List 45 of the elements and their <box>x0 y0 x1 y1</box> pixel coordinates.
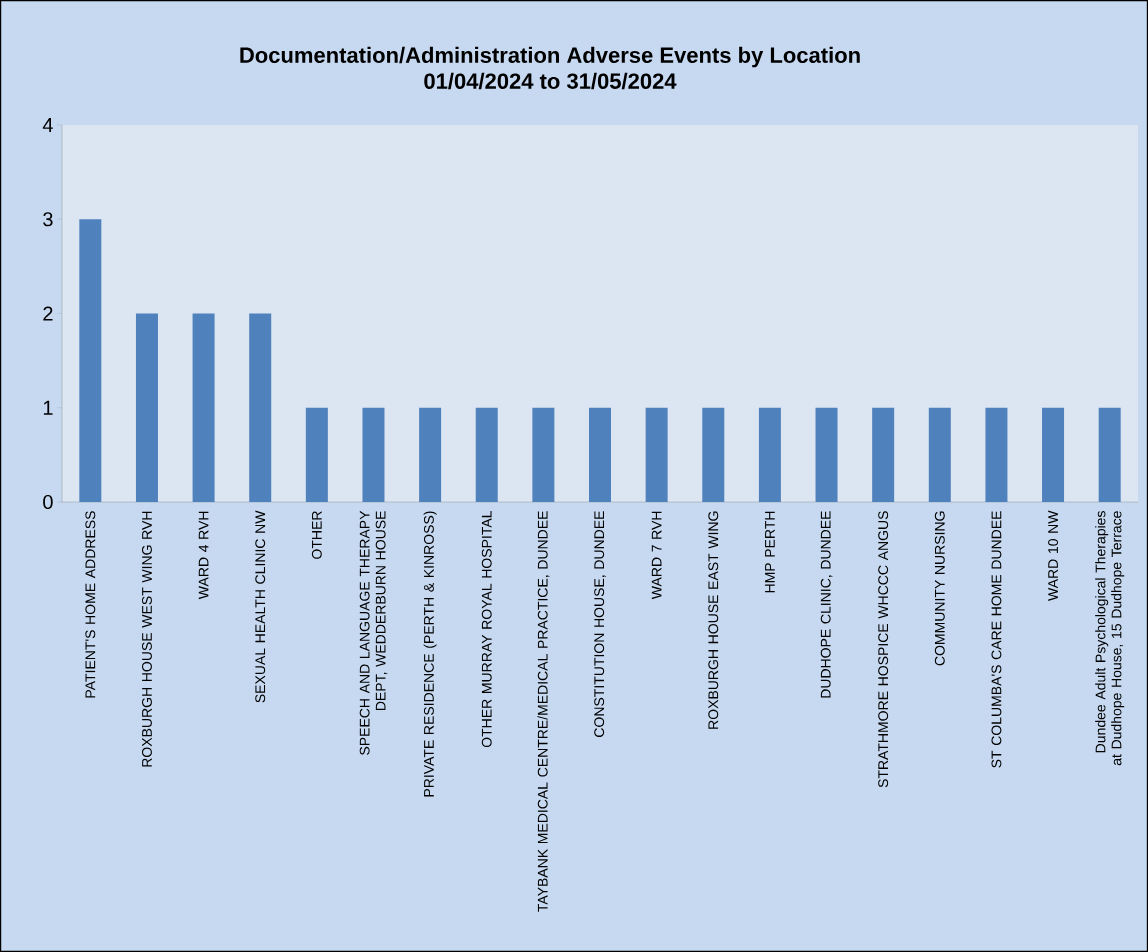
x-tick-label: ROXBURGH HOUSE WEST WING RVH <box>141 511 152 767</box>
bar <box>872 407 895 502</box>
bar <box>815 407 838 502</box>
x-tick-label: ST COLUMBA'S CARE HOME DUNDEE <box>991 511 1002 768</box>
bar <box>702 407 725 502</box>
bar <box>475 407 498 502</box>
x-tick-label: COMMUNITY NURSING <box>934 511 945 666</box>
bar <box>249 313 272 502</box>
bar <box>419 407 442 502</box>
bar <box>135 313 158 502</box>
x-tick-label: WARD 10 NW <box>1048 510 1059 601</box>
x-tick-label: TAYBANK MEDICAL CENTRE/MEDICAL PRACTICE, DUNDEE <box>537 511 550 912</box>
x-tick-label: HMP PERTH <box>765 511 775 593</box>
y-tick-label: 1 <box>43 400 53 415</box>
x-tick-label: SEXUAL HEALTH CLINIC NW <box>255 510 266 703</box>
y-tick-label: 4 <box>42 118 53 132</box>
bar <box>645 407 668 502</box>
y-tick-label: 2 <box>43 306 53 321</box>
x-tick-label: ROXBURGH HOUSE EAST WING <box>708 511 719 729</box>
x-tick-label: WARD 7 RVH <box>651 511 662 600</box>
bar <box>928 407 951 502</box>
x-tick-label: WARD 4 RVH <box>198 511 209 600</box>
x-tick-label: CONSTITUTION HOUSE, DUNDEE <box>594 511 606 737</box>
bar <box>758 407 781 502</box>
bar <box>1042 407 1065 502</box>
bar <box>192 313 215 502</box>
x-tick-label: OTHER MURRAY ROYAL HOSPITAL <box>481 510 492 748</box>
bar <box>589 407 611 502</box>
bar <box>305 407 328 502</box>
x-tick-label: DUDHOPE CLINIC, DUNDEE <box>820 511 833 698</box>
x-tick-label: OTHER <box>311 511 322 559</box>
y-tick-label: 0 <box>43 494 53 510</box>
chart-subtitle: 01/04/2024 to 31/05/2024 <box>424 72 677 90</box>
chart-title: Documentation/Administration Adverse Events by Location <box>240 46 860 68</box>
y-tick-label: 3 <box>43 212 53 227</box>
bar <box>532 407 555 502</box>
bar <box>362 407 385 502</box>
x-tick-label: Dundee Adult Psychological Therapies at Dudhope House, 15 Dudhope Terrace <box>1095 511 1125 766</box>
bar <box>1098 407 1121 502</box>
x-tick-label: PRIVATE RESIDENCE (PERTH & KINROSS) <box>423 511 437 797</box>
x-tick-label: SPEECH AND LANGUAGE THERAPY DEPT, WEDDERBURN HOUSE <box>359 510 388 755</box>
x-tick-label: PATIENT'S HOME ADDRESS <box>85 511 96 698</box>
bar <box>985 407 1008 502</box>
x-tick-label: STRATHMORE HOSPICE WHCCC ANGUS <box>878 511 889 788</box>
bar <box>79 219 102 502</box>
